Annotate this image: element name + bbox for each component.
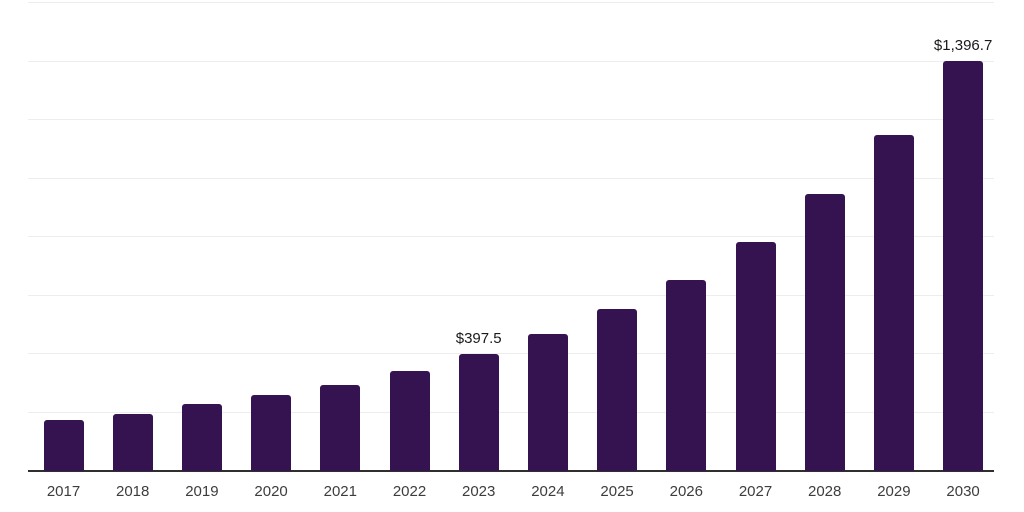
x-tick-label-2027: 2027 [738, 483, 773, 500]
x-tick-label-2023: 2023 [462, 483, 496, 500]
gridline-600 [28, 294, 994, 296]
gridline-1600 [28, 2, 994, 3]
bar-2025 [597, 309, 638, 472]
bar-2027 [735, 241, 776, 472]
x-tick-label-2025: 2025 [600, 483, 634, 500]
bar-2023 [458, 353, 499, 472]
x-tick-label-2020: 2020 [254, 483, 288, 500]
x-tick-label-2022: 2022 [392, 483, 427, 500]
x-tick-label-2028: 2028 [808, 483, 842, 500]
gridline-800 [28, 236, 994, 237]
x-tick-label-2018: 2018 [116, 483, 150, 500]
bar-2019 [181, 404, 222, 472]
gridline-1000 [28, 177, 994, 179]
x-tick-label-2019: 2019 [185, 483, 219, 500]
bar-2020 [251, 394, 292, 472]
bar-2026 [666, 279, 707, 472]
bar-2021 [320, 384, 361, 472]
x-axis-line [28, 469, 994, 472]
data-label-2030: $1,396.7 [933, 37, 993, 55]
gridline-1400 [28, 60, 994, 62]
bar-2030 [943, 61, 984, 472]
gridline-1200 [28, 119, 994, 120]
bar-2022 [389, 370, 430, 472]
bar-2017 [43, 420, 84, 472]
gridline-200 [28, 411, 994, 413]
bar-2028 [804, 193, 845, 472]
x-tick-label-2024: 2024 [531, 483, 565, 500]
data-label-2023: $397.5 [455, 329, 502, 347]
x-tick-label-2021: 2021 [323, 483, 357, 500]
x-tick-label-2029: 2029 [877, 483, 911, 500]
bar-2024 [527, 334, 568, 472]
bar-2029 [873, 135, 914, 472]
bar-2018 [112, 413, 153, 472]
gridline-400 [28, 353, 994, 354]
x-tick-label-2026: 2026 [669, 483, 703, 500]
x-tick-label-2030: 2030 [946, 483, 980, 500]
x-tick-label-2017: 2017 [46, 483, 81, 500]
